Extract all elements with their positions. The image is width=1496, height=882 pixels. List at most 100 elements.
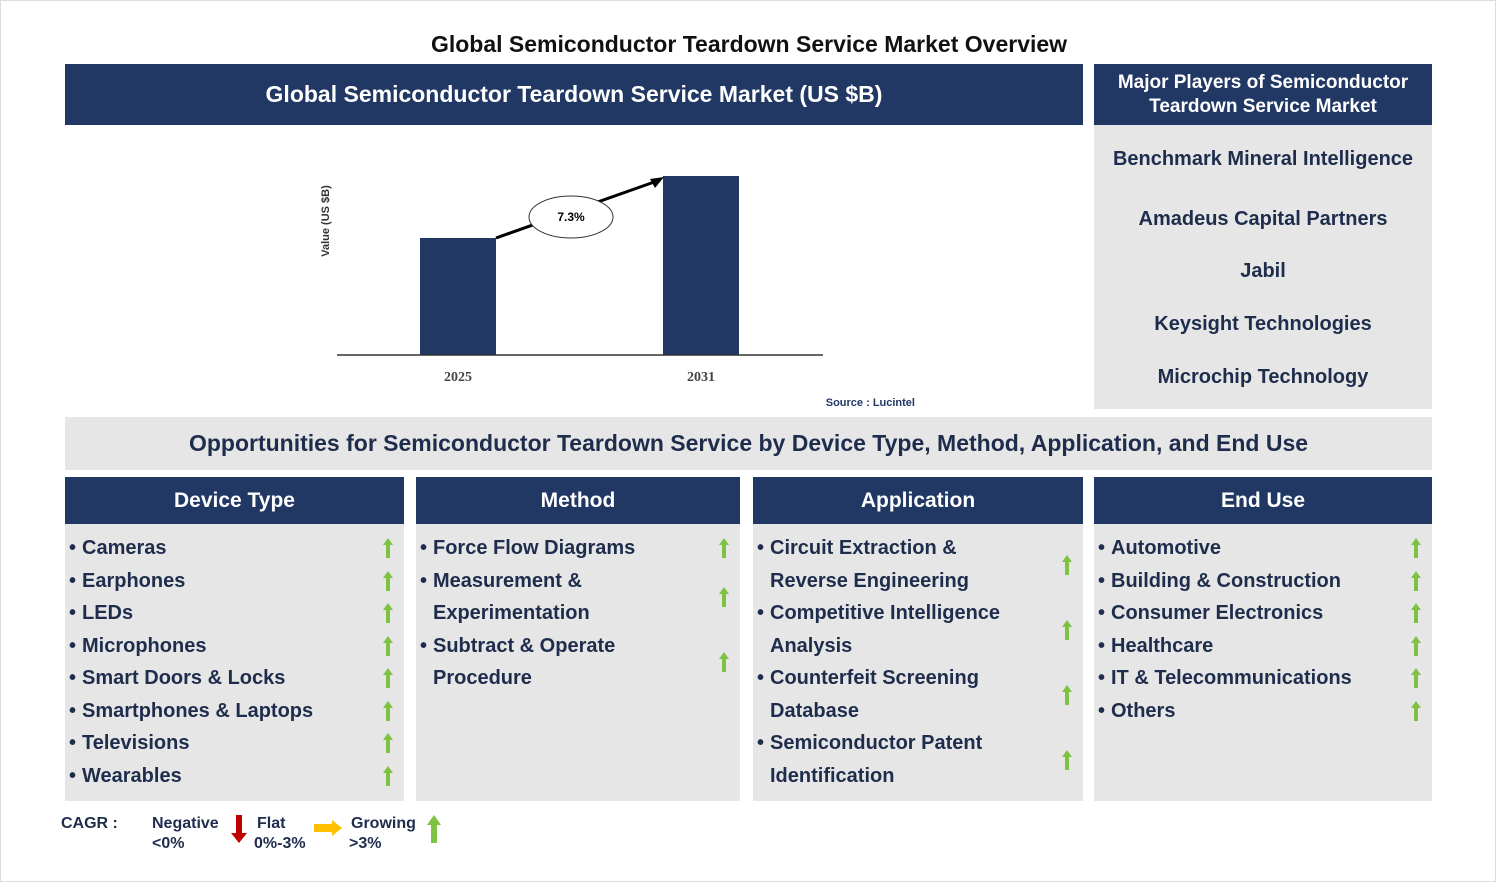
- list-item: • Building & Construction: [1098, 565, 1432, 598]
- item-label: Smartphones & Laptops: [82, 699, 314, 722]
- players-header: Major Players of Semiconductor Teardown …: [1094, 64, 1432, 125]
- list-item: • Smartphones & Laptops: [69, 695, 404, 728]
- bullet: •: [69, 699, 77, 722]
- growing-arrow-icon: [1411, 603, 1421, 624]
- growing-arrow-icon: [383, 538, 393, 559]
- item-label: Televisions: [82, 732, 190, 754]
- bullet: •: [757, 732, 765, 754]
- column-list: • Force Flow Diagrams • Measurement & Exper…: [416, 524, 740, 695]
- x-tick-label: 2031: [687, 370, 715, 385]
- bullet: •: [757, 667, 765, 689]
- item-label: Counterfeit Screening Database: [770, 667, 979, 722]
- bar-2025: [420, 238, 496, 355]
- column-header: Application: [753, 477, 1083, 524]
- column-list: • Cameras • Earphones • LEDs • Microphones • Smar…: [65, 524, 404, 792]
- bullet: •: [757, 602, 765, 624]
- item-label: Building & Construction: [1111, 569, 1341, 592]
- cagr-ellipse: [528, 195, 614, 239]
- column-device-type: Device Type • Cameras • Earphones • LEDs • Micro…: [65, 477, 404, 801]
- bullet: •: [1098, 602, 1106, 624]
- list-item: • Televisions: [69, 727, 404, 760]
- page-title: Global Semiconductor Teardown Service Ma…: [430, 31, 1068, 57]
- legend-negative-range: <0%: [152, 835, 185, 852]
- player-item: Keysight Technologies: [1154, 313, 1372, 335]
- bullet: •: [420, 634, 428, 657]
- legend-growing: Growing >3%: [349, 814, 416, 854]
- list-item: • Competitive Intelligence Analysis: [757, 597, 1083, 662]
- growth-arrowhead: [650, 177, 664, 188]
- list-item: • Automotive: [1098, 532, 1432, 565]
- growing-arrow-icon: [1411, 635, 1421, 656]
- item-label: Earphones: [82, 569, 186, 592]
- list-item: • Earphones: [69, 565, 404, 598]
- column-end-use: End Use • Automotive • Building & Constructi…: [1094, 477, 1432, 801]
- list-item: • Healthcare: [1098, 630, 1432, 663]
- up-arrow-icon: [427, 815, 441, 843]
- list-item: • LEDs: [69, 597, 404, 630]
- legend-label: CAGR :: [61, 815, 118, 832]
- item-label: Others: [1111, 699, 1176, 722]
- bar-2031: [663, 176, 739, 355]
- legend-flat: Flat 0%-3%: [254, 814, 306, 854]
- growing-arrow-icon: [719, 587, 729, 607]
- growing-arrow-icon: [1062, 749, 1072, 770]
- column-list: • Circuit Extraction & Reverse Engineerin…: [753, 524, 1083, 792]
- item-label: Semiconductor Patent Identification: [770, 732, 983, 787]
- growing-arrow-icon: [1411, 700, 1421, 721]
- bullet: •: [420, 569, 428, 592]
- column-header: Device Type: [65, 477, 404, 524]
- player-item: Microchip Technology: [1157, 366, 1369, 388]
- list-item: • Measurement & Experimentation: [420, 565, 740, 630]
- item-label: Smart Doors & Locks: [82, 667, 286, 689]
- column-header: End Use: [1094, 477, 1432, 524]
- growing-arrow-icon: [383, 570, 393, 591]
- growing-arrow-icon: [383, 603, 393, 624]
- player-item: Jabil: [1240, 260, 1286, 282]
- players-list: Benchmark Mineral Intelligence Amadeus Ca…: [1094, 125, 1432, 409]
- market-chart: Value (US $B) 2025 2031 7.3% Source : Lucint…: [301, 161, 941, 411]
- growing-arrow-icon: [1411, 538, 1421, 559]
- list-item: • Others: [1098, 695, 1432, 728]
- bullet: •: [757, 537, 765, 559]
- bullet: •: [69, 569, 77, 592]
- column-list: • Automotive • Building & Construction • Cons…: [1094, 524, 1432, 727]
- bullet: •: [69, 602, 77, 624]
- chart-header: Global Semiconductor Teardown Service Ma…: [65, 64, 1083, 125]
- cagr-label: 7.3%: [557, 210, 585, 224]
- growing-arrow-icon: [1411, 668, 1421, 689]
- bullet: •: [69, 667, 77, 689]
- item-label: Subtract & Operate Procedure: [433, 634, 616, 690]
- item-label: Circuit Extraction & Reverse Engineering: [770, 537, 969, 592]
- item-label: Healthcare: [1111, 634, 1214, 657]
- legend-negative-label: Negative: [152, 815, 219, 832]
- growing-arrow-icon: [1062, 619, 1072, 640]
- item-label: Measurement & Experimentation: [433, 569, 590, 625]
- bullet: •: [69, 764, 77, 787]
- growing-arrow-icon: [719, 652, 729, 672]
- legend-flat-range: 0%-3%: [254, 835, 306, 852]
- list-item: • Wearables: [69, 760, 404, 793]
- bullet: •: [69, 634, 77, 657]
- legend-growing-label: Growing: [351, 815, 416, 832]
- growing-arrow-icon: [1411, 570, 1421, 591]
- bullet: •: [1098, 537, 1106, 559]
- growing-arrow-icon: [383, 733, 393, 754]
- bullet: •: [69, 537, 77, 559]
- growing-arrow-icon: [1062, 554, 1072, 575]
- x-tick-label: 2025: [444, 370, 472, 385]
- source-label: Source : Lucintel: [826, 397, 915, 409]
- item-label: Competitive Intelligence Analysis: [770, 602, 1001, 657]
- list-item: • Circuit Extraction & Reverse Engineerin…: [757, 532, 1083, 597]
- growing-arrow-icon: [1062, 684, 1072, 705]
- column-header: Method: [416, 477, 740, 524]
- item-label: Cameras: [82, 537, 167, 559]
- y-axis-label: Value (US $B): [320, 185, 332, 257]
- bullet: •: [1098, 699, 1106, 722]
- growing-arrow-icon: [383, 765, 393, 786]
- list-item: • Microphones: [69, 630, 404, 663]
- growing-arrow-icon: [383, 700, 393, 721]
- list-item: • Semiconductor Patent Identification: [757, 727, 1083, 792]
- legend-flat-label: Flat: [257, 815, 286, 832]
- list-item: • Force Flow Diagrams: [420, 532, 740, 565]
- growing-arrow-icon: [383, 668, 393, 689]
